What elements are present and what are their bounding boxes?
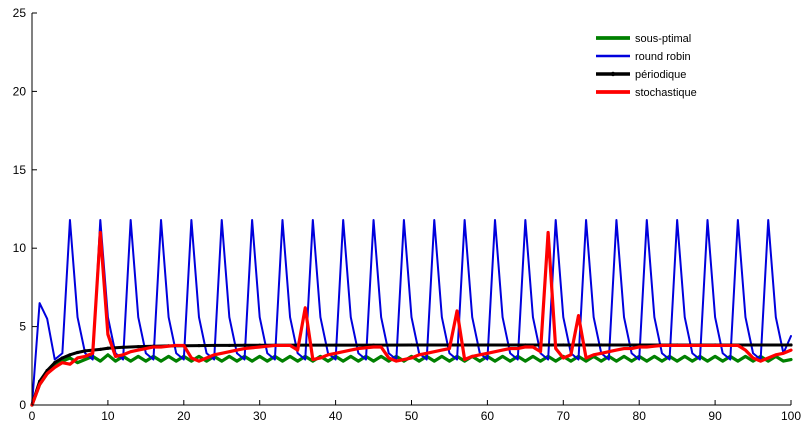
periodique-point [83,349,87,353]
x-tick-label: 50 [405,409,419,423]
series-stochastique-line [30,230,793,407]
legend-label: stochastique [635,87,697,99]
periodique-point [106,346,110,350]
periodique-point [242,343,247,347]
periodique-point [136,345,140,349]
periodique-point [68,353,72,357]
x-tick-label: 20 [177,409,191,423]
legend-marker [610,71,616,77]
periodique-point [751,343,755,347]
periodique-point [98,347,102,351]
plot-lines [30,218,793,407]
x-tick-label: 40 [329,409,343,423]
periodique-point [212,343,216,348]
periodique-point [227,343,231,348]
legend-label: sous-ptimal [635,33,691,45]
axes: 0 10 20 30 40 50 60 70 80 90 100 0 5 10 15 20 25 [13,6,802,423]
periodique-point [60,356,64,360]
y-tick-label: 10 [13,241,27,255]
periodique-point [121,345,125,349]
x-tick-label: 90 [708,409,722,423]
periodique-point [561,343,565,347]
periodique-point [599,343,603,347]
periodique-point [789,343,793,347]
x-tick-label: 70 [557,409,571,423]
legend: sous-ptimal round robin périodique stochast… [596,33,697,99]
x-tick-label: 100 [781,409,801,423]
series-round-robin-line [31,218,792,406]
y-tick-label: 20 [13,84,27,98]
x-tick-label: 10 [101,409,115,423]
periodique-point [197,343,201,348]
legend-label: périodique [635,69,686,81]
legend-label: round robin [635,51,691,63]
periodique-point [485,343,489,347]
periodique-point [75,350,80,355]
y-tick-label: 25 [13,6,27,20]
periodique-point [53,361,57,365]
x-tick-label: 80 [633,409,647,423]
x-tick-label: 0 [29,409,36,423]
y-tick-label: 0 [19,398,26,412]
periodique-point [334,343,338,347]
x-tick-label: 60 [481,409,495,423]
y-tick-label: 5 [19,320,26,334]
y-tick-label: 15 [13,163,27,177]
periodique-point [409,343,414,347]
x-tick-label: 30 [253,409,267,423]
